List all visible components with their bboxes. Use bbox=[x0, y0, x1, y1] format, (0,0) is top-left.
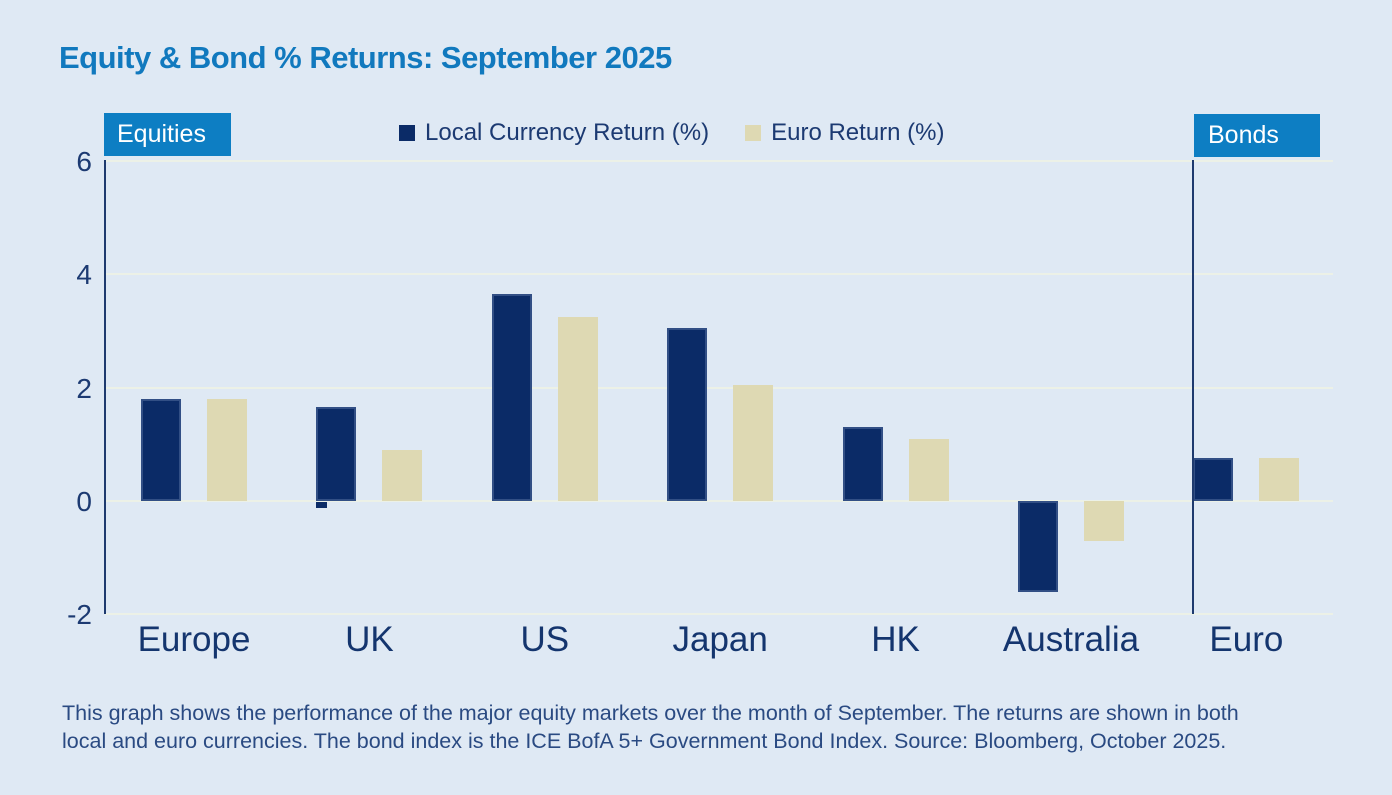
y-tick-label-4: 4 bbox=[76, 259, 92, 291]
legend-label-euro-return: Euro Return (%) bbox=[771, 119, 945, 146]
bar-japan-euro bbox=[733, 384, 774, 501]
bar-uk-local bbox=[316, 407, 357, 501]
equities-section-badge: Equities bbox=[104, 113, 231, 156]
chart-title: Equity & Bond % Returns: September 2025 bbox=[59, 40, 672, 75]
x-label-europe: Europe bbox=[137, 620, 251, 659]
y-tick-label-0: 0 bbox=[76, 486, 92, 517]
bonds-section-badge: Bonds bbox=[1194, 114, 1320, 157]
x-label-hk: HK bbox=[871, 620, 920, 659]
bar-japan-local bbox=[667, 328, 708, 501]
footnote-line-1: This graph shows the performance of the … bbox=[62, 701, 1239, 725]
chart-legend: Local Currency Return (%) Euro Return (%… bbox=[399, 119, 945, 147]
y-tick-label-6: 6 bbox=[76, 145, 92, 177]
gridline-6 bbox=[105, 159, 1333, 162]
chart-footnote: This graph shows the performance of the … bbox=[62, 699, 1372, 755]
bar-euro-euro bbox=[1259, 458, 1300, 501]
gridline-2 bbox=[105, 386, 1333, 389]
footnote-line-2: local and euro currencies. The bond inde… bbox=[62, 729, 1227, 753]
bar-us-local bbox=[491, 294, 532, 501]
legend-label-local-currency: Local Currency Return (%) bbox=[425, 119, 710, 146]
equities-badge-label: Equities bbox=[117, 120, 206, 148]
bar-hk-euro bbox=[908, 438, 949, 501]
y-axis-line bbox=[104, 160, 106, 614]
bar-australia-local bbox=[1018, 501, 1058, 592]
gridline-4 bbox=[105, 273, 1333, 276]
x-label-australia: Australia bbox=[1002, 620, 1140, 659]
bar-uk-euro bbox=[382, 449, 423, 501]
legend-item-local-currency: Local Currency Return (%) bbox=[399, 119, 709, 147]
y-tick-label-2: 2 bbox=[76, 372, 92, 404]
x-label-uk: UK bbox=[345, 620, 394, 659]
bar-hk-local bbox=[842, 427, 883, 501]
legend-item-euro-return: Euro Return (%) bbox=[745, 119, 945, 147]
y-tick-label--2: -2 bbox=[67, 599, 92, 631]
local-currency-swatch-icon bbox=[399, 125, 415, 141]
x-label-japan: Japan bbox=[672, 620, 768, 659]
x-label-us: US bbox=[520, 620, 570, 659]
gridline--2 bbox=[105, 613, 1333, 616]
bar-australia-euro bbox=[1084, 501, 1124, 541]
gridline-0 bbox=[105, 500, 1333, 502]
bar-us-euro bbox=[557, 316, 598, 501]
bar-euro-local bbox=[1193, 458, 1234, 501]
equities-bonds-divider-line bbox=[1192, 160, 1194, 614]
bar-europe-local bbox=[141, 398, 181, 501]
bar-europe-euro bbox=[207, 398, 247, 501]
x-label-euro: Euro bbox=[1209, 620, 1284, 659]
euro-return-swatch-icon bbox=[745, 125, 762, 141]
bonds-badge-label: Bonds bbox=[1208, 121, 1279, 149]
notch-uk-local bbox=[316, 502, 328, 508]
